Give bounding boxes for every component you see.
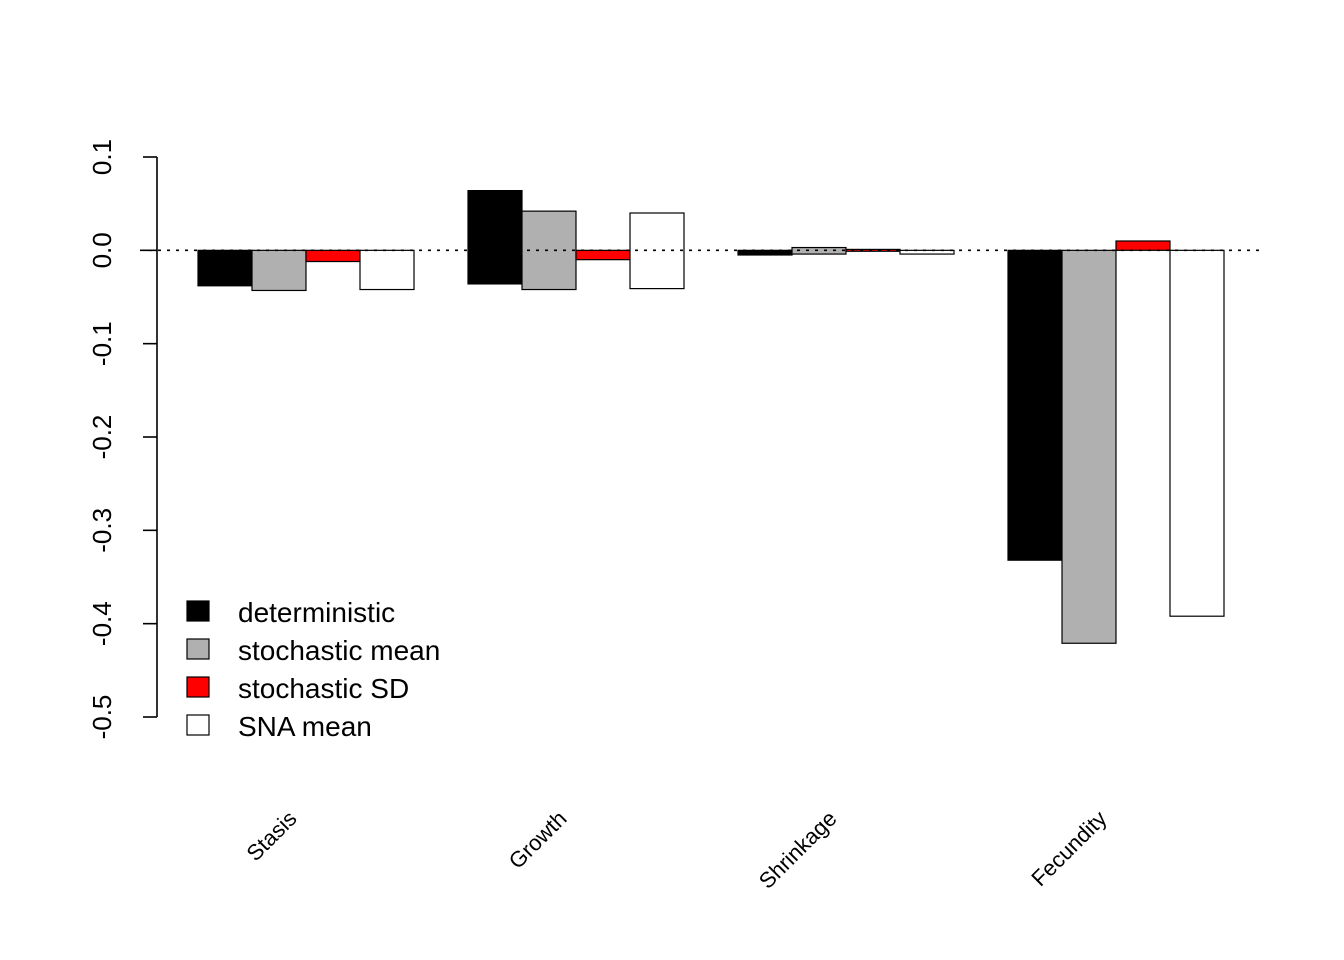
y-tick-label: -0.1 [87, 321, 117, 366]
y-axis: 0.1 0.0 -0.1 -0.2 -0.3 -0.4 -0.5 [87, 139, 158, 740]
bar-fecundity-sna-mean [1169, 249, 1225, 617]
legend-label: SNA mean [238, 711, 372, 742]
bar-stasis-stochastic-mean [251, 249, 307, 292]
y-tick-label: -0.3 [87, 508, 117, 553]
y-tick-label: 0.1 [87, 139, 117, 175]
y-tick-label: 0.0 [87, 232, 117, 268]
category-label: Fecundity [1026, 806, 1111, 891]
bar-fecundity-stochastic-sd [1115, 240, 1171, 251]
category-label: Shrinkage [754, 806, 842, 894]
bar-shrinkage-sna-mean [899, 249, 955, 255]
legend-label: stochastic mean [238, 635, 440, 666]
bar-fecundity-stochastic-mean [1061, 249, 1117, 644]
legend-swatch [186, 638, 210, 660]
y-tick-label: -0.5 [87, 695, 117, 740]
bar-stasis-stochastic-sd [305, 249, 361, 263]
legend-swatch [186, 676, 210, 698]
y-tick-label: -0.4 [87, 601, 117, 646]
bar-shrinkage-stochastic-mean [791, 246, 847, 255]
legend-swatch [186, 714, 210, 736]
bar-stasis-deterministic [197, 249, 253, 287]
legend-label: stochastic SD [238, 673, 409, 704]
bar-fecundity-deterministic [1007, 249, 1063, 561]
bar-shrinkage-stochastic-sd [845, 248, 901, 252]
category-label: Growth [504, 806, 572, 874]
legend-swatch [186, 600, 210, 622]
category-label: Stasis [241, 806, 301, 866]
legend: deterministic stochastic mean stochastic S… [186, 597, 440, 742]
bar-growth-deterministic [467, 190, 523, 285]
bar-growth-stochastic-sd [575, 249, 631, 261]
x-axis-labels: Stasis Growth Shrinkage Fecundity [241, 806, 1111, 894]
bars-layer [197, 190, 1225, 644]
legend-label: deterministic [238, 597, 395, 628]
bar-shrinkage-deterministic [737, 249, 793, 256]
bar-growth-sna-mean [629, 212, 685, 290]
bar-growth-stochastic-mean [521, 210, 577, 291]
bar-stasis-sna-mean [359, 249, 415, 291]
y-tick-label: -0.2 [87, 415, 117, 460]
